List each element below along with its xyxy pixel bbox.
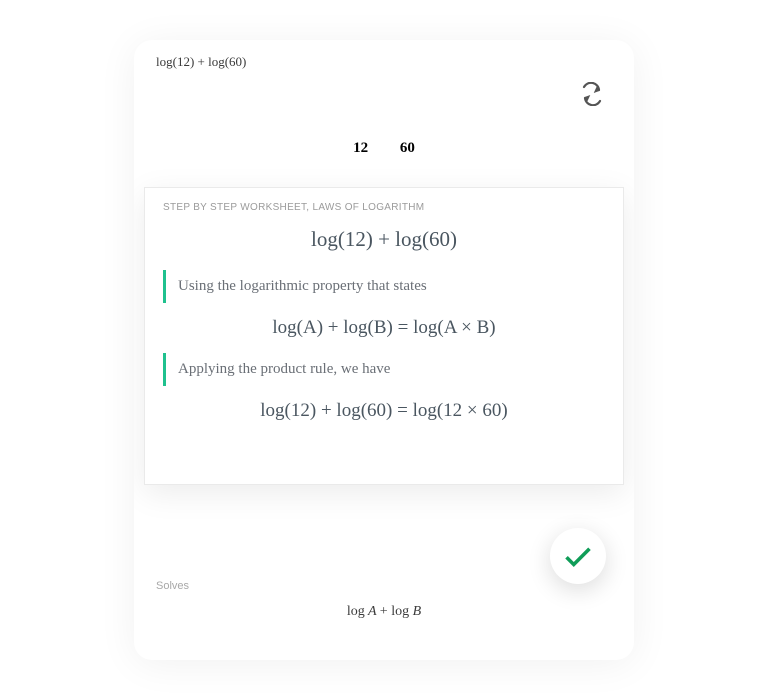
confirm-button[interactable] xyxy=(550,528,606,584)
solves-logB-fn: log xyxy=(391,604,409,619)
solves-logA-fn: log xyxy=(347,604,365,619)
input-expression: log(12) + log(60) xyxy=(156,54,246,70)
solves-label: Solves xyxy=(156,580,612,592)
solves-plus: + xyxy=(380,604,391,619)
worksheet-applied: log(12) + log(60) = log(12 × 60) xyxy=(163,400,605,422)
numbers-row: 12 60 xyxy=(134,140,634,157)
operand-a: 12 xyxy=(353,140,368,156)
refresh-icon xyxy=(580,82,604,106)
worksheet-step-1: Using the logarithmic property that stat… xyxy=(163,270,605,303)
solves-A: A xyxy=(365,604,380,619)
worksheet-panel: STEP BY STEP WORKSHEET, LAWS OF LOGARITH… xyxy=(144,187,624,485)
solves-section: Solves log A + log B xyxy=(156,580,612,620)
worksheet-rule: log(A) + log(B) = log(A × B) xyxy=(163,317,605,339)
worksheet-title: STEP BY STEP WORKSHEET, LAWS OF LOGARITH… xyxy=(163,202,605,213)
solves-B: B xyxy=(409,604,421,619)
check-icon xyxy=(561,539,595,573)
solves-expression: log A + log B xyxy=(156,604,612,620)
operand-b: 60 xyxy=(400,140,415,156)
worksheet-main-equation: log(12) + log(60) xyxy=(163,227,605,252)
solver-card: log(12) + log(60) 12 60 STEP BY STEP WOR… xyxy=(134,40,634,660)
refresh-button[interactable] xyxy=(580,82,604,106)
worksheet-step-2: Applying the product rule, we have xyxy=(163,353,605,386)
header-row: log(12) + log(60) xyxy=(134,40,634,106)
